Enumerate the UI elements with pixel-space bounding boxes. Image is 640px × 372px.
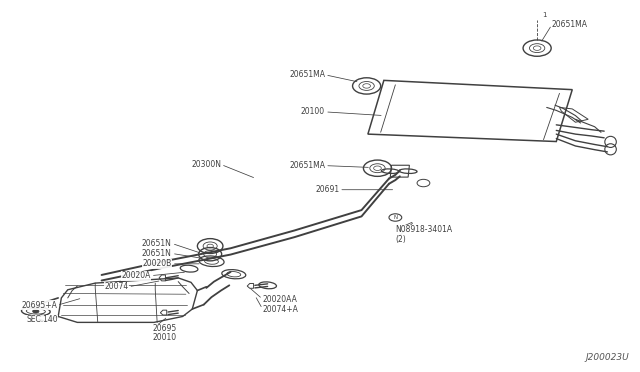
Text: 20300N: 20300N <box>191 160 221 169</box>
Text: SEC.140: SEC.140 <box>26 315 58 324</box>
Text: 20020A: 20020A <box>122 271 151 280</box>
Text: 20651N: 20651N <box>142 249 172 258</box>
Text: 20010: 20010 <box>153 333 177 343</box>
Text: 20695: 20695 <box>153 324 177 333</box>
Text: 20074+A: 20074+A <box>262 305 298 314</box>
Text: 20691: 20691 <box>315 185 339 194</box>
Text: 20651MA: 20651MA <box>289 70 325 79</box>
Circle shape <box>33 310 39 313</box>
Text: J200023U: J200023U <box>586 353 630 362</box>
Text: N: N <box>394 215 397 220</box>
Text: 20020B: 20020B <box>143 259 172 268</box>
Text: 20651N: 20651N <box>142 239 172 248</box>
Text: 20651MA: 20651MA <box>289 161 325 170</box>
Text: 20074: 20074 <box>104 282 129 291</box>
Text: N08918-3401A: N08918-3401A <box>396 225 452 234</box>
Text: 20695+A: 20695+A <box>21 301 57 310</box>
Text: 20100: 20100 <box>301 108 325 116</box>
Text: 20020AA: 20020AA <box>262 295 298 304</box>
Text: 1: 1 <box>542 12 547 18</box>
Text: 20651MA: 20651MA <box>552 20 588 29</box>
Text: (2): (2) <box>396 235 406 244</box>
